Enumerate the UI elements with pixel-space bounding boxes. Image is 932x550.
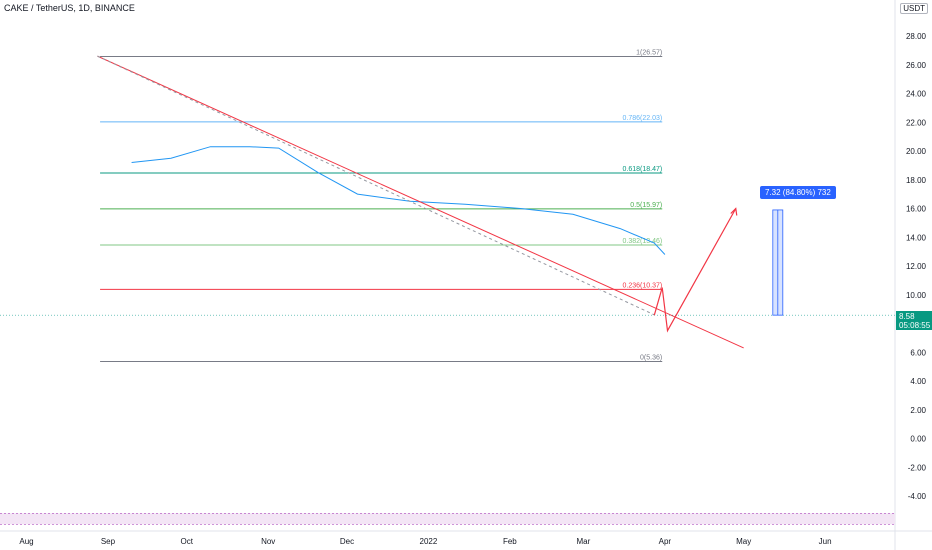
y-tick-label: 4.00 [910, 377, 926, 386]
y-tick-label: 20.00 [906, 147, 927, 156]
y-tick-label: -4.00 [908, 492, 927, 501]
x-tick-label: Oct [181, 537, 194, 546]
symbol-title: CAKE / TetherUS, 1D, BINANCE [4, 3, 135, 13]
y-tick-label: -2.00 [908, 463, 927, 472]
fib-level-label: 0.5(15.97) [630, 202, 662, 209]
projection-arrowhead [730, 207, 738, 216]
y-tick-label: 22.00 [906, 118, 927, 127]
fib-level-label: 0.236(10.37) [623, 282, 663, 289]
projection-path [653, 208, 737, 333]
x-tick-label: Nov [261, 537, 275, 546]
currency-badge[interactable]: USDT [900, 3, 928, 14]
x-tick-label: Mar [577, 537, 591, 546]
y-tick-label: 2.00 [910, 406, 926, 415]
x-tick-label: Dec [340, 537, 354, 546]
y-tick-label: 16.00 [906, 205, 927, 214]
y-tick-label: 24.00 [906, 90, 927, 99]
y-tick-label: 12.00 [906, 262, 927, 271]
x-tick-label: Sep [101, 537, 116, 546]
fib-level-label: 0.382(13.46) [623, 238, 663, 245]
x-tick-label: May [736, 537, 751, 546]
measure-label[interactable]: 7.32 (84.80%) 732 [760, 186, 836, 199]
x-tick-label: 2022 [420, 537, 438, 546]
countdown-timer: 05:08:55 [899, 321, 931, 330]
y-tick-label: 0.00 [910, 435, 926, 444]
x-tick-label: Jun [819, 537, 832, 546]
x-tick-label: Aug [19, 537, 33, 546]
last-price-value: 8.58 [899, 312, 915, 321]
red-trendline [97, 55, 744, 349]
fib-level-label: 0.618(18.47) [623, 166, 663, 173]
rsi-band [0, 513, 895, 525]
fib-level-label: 1(26.57) [636, 50, 662, 57]
fib-level-label: 0.786(22.03) [623, 115, 663, 122]
y-tick-label: 26.00 [906, 61, 927, 70]
x-tick-label: Apr [659, 537, 672, 546]
fib-level-label: 0(5.36) [640, 354, 662, 361]
x-tick-label: Feb [503, 537, 517, 546]
y-tick-label: 6.00 [910, 348, 926, 357]
y-tick-label: 28.00 [906, 32, 927, 41]
moving-average-line [131, 146, 666, 255]
y-tick-label: 10.00 [906, 291, 927, 300]
last-price-badge: 8.58 05:08:55 [896, 311, 932, 330]
y-tick-label: 18.00 [906, 176, 927, 185]
y-tick-label: 14.00 [906, 233, 927, 242]
dashed-trendline [97, 55, 655, 316]
